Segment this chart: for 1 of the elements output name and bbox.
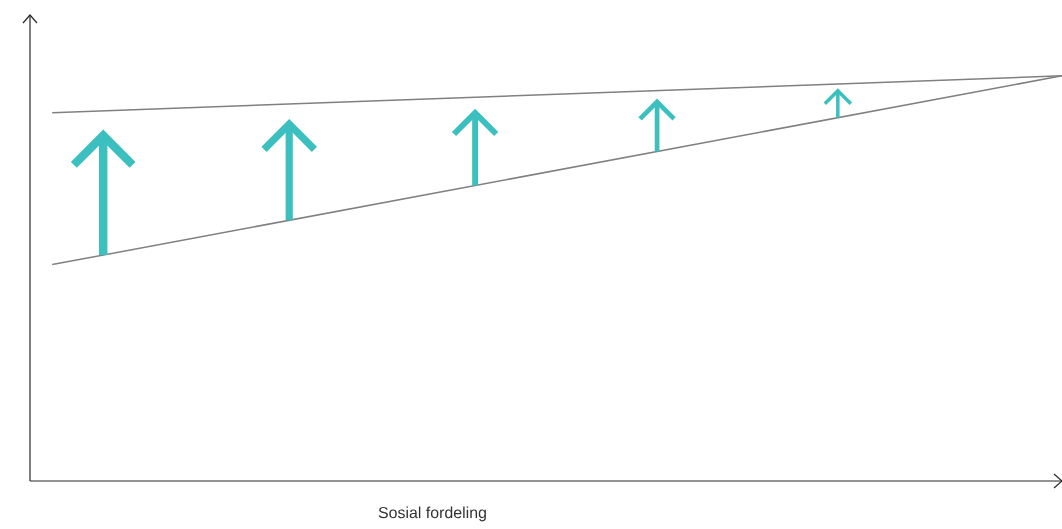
x-axis-title: Sosial fordeling — [378, 506, 486, 522]
